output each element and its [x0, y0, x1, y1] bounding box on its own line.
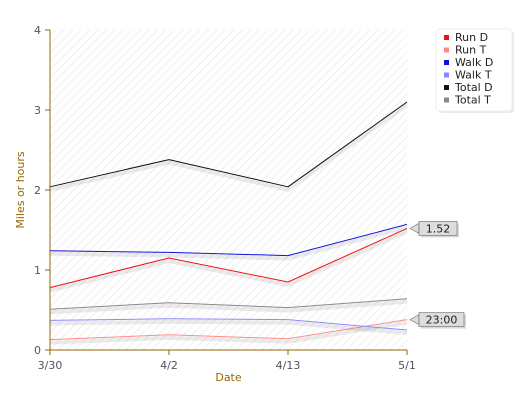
data-point-walk-t-3[interactable] — [405, 328, 409, 332]
data-point-total-t-2[interactable] — [286, 306, 290, 310]
data-point-walk-d-1[interactable] — [167, 250, 171, 254]
legend-swatch — [444, 97, 449, 103]
data-point-run-t-1[interactable] — [167, 333, 171, 337]
series-line-run-d[interactable] — [49, 227, 408, 289]
series-shadow-walk-d — [49, 225, 408, 261]
legend-swatch — [444, 47, 449, 53]
x-axis-title: Date — [215, 371, 242, 384]
series-line-total-d[interactable] — [49, 101, 408, 188]
legend-label: Total D — [454, 81, 493, 94]
legend-box — [435, 28, 513, 112]
data-point-total-t-3[interactable] — [405, 297, 409, 301]
series-shadow-run-t — [49, 320, 408, 345]
legend-swatch — [444, 72, 449, 78]
data-point-run-t-2[interactable] — [286, 337, 290, 341]
series-shadow-total-d — [49, 103, 409, 192]
data-point-walk-t-1[interactable] — [167, 317, 171, 321]
callout-label: 23:00 — [426, 314, 458, 327]
y-tick-label: 1 — [34, 264, 41, 277]
data-point-walk-d-2[interactable] — [286, 254, 290, 258]
series-line-walk-d[interactable] — [49, 223, 408, 257]
x-tick-label: 3/30 — [38, 359, 63, 372]
legend-swatch — [444, 85, 449, 90]
callout-pointer — [409, 222, 420, 234]
legend-swatch — [444, 35, 449, 40]
callout-pointer — [409, 314, 420, 326]
legend-item-run-t[interactable]: Run T — [444, 44, 487, 57]
y-tick-label: 0 — [34, 344, 41, 357]
series-shadow-total-t — [49, 299, 408, 315]
y-axis-title: Miles or hours — [14, 151, 27, 229]
data-point-run-d-2[interactable] — [286, 280, 290, 284]
data-point-total-d-1[interactable] — [167, 158, 171, 162]
data-point-run-t-3[interactable] — [405, 318, 409, 322]
x-tick-label: 4/13 — [276, 359, 301, 372]
series-shadow-run-d — [49, 229, 408, 293]
data-point-total-d-3[interactable] — [405, 100, 409, 104]
legend-item-total-d[interactable]: Total D — [444, 81, 493, 94]
value-callout: 23:00 — [409, 312, 466, 329]
callout-box — [418, 312, 465, 327]
series-shadow-walk-t — [49, 319, 408, 335]
x-tick-label: 4/2 — [160, 359, 178, 372]
plot-background — [50, 30, 407, 350]
legend-label: Run T — [455, 44, 487, 57]
data-point-walk-d-3[interactable] — [405, 222, 409, 226]
legend-item-total-t[interactable]: Total T — [444, 94, 491, 107]
y-tick-label: 2 — [34, 184, 41, 197]
y-tick-label: 3 — [34, 104, 41, 117]
series-line-total-t[interactable] — [49, 298, 408, 310]
legend-label: Run D — [455, 31, 488, 44]
legend-label: Walk T — [455, 69, 492, 82]
data-point-walk-t-2[interactable] — [286, 318, 290, 322]
y-tick-label: 4 — [34, 24, 41, 37]
data-point-total-t-1[interactable] — [167, 301, 171, 305]
legend-item-walk-d[interactable]: Walk D — [444, 56, 493, 69]
callout-box — [418, 221, 458, 236]
legend-item-walk-t[interactable]: Walk T — [444, 69, 492, 82]
x-tick-label: 5/1 — [398, 359, 416, 372]
legend-item-run-d[interactable]: Run D — [444, 31, 488, 44]
legend-swatch — [444, 60, 449, 65]
legend-label: Walk D — [455, 56, 493, 69]
callout-label: 1.52 — [426, 222, 451, 235]
series-line-walk-t[interactable] — [49, 318, 408, 331]
value-callout: 1.52 — [409, 221, 459, 238]
legend-label: Total T — [454, 94, 491, 107]
series-line-run-t[interactable] — [49, 319, 408, 341]
data-point-total-d-2[interactable] — [286, 185, 290, 189]
